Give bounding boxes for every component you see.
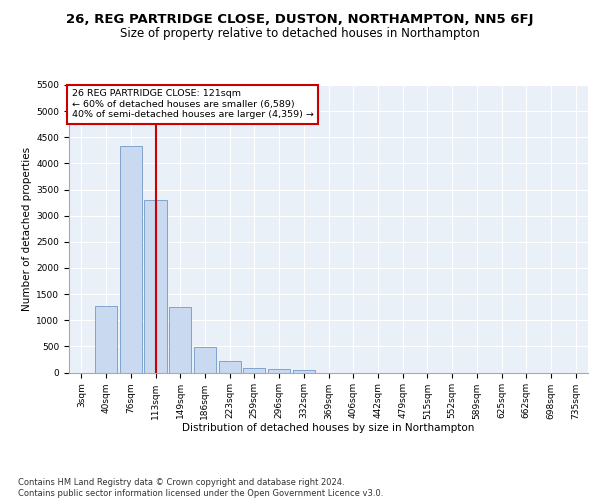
Y-axis label: Number of detached properties: Number of detached properties: [22, 146, 32, 311]
Text: 26, REG PARTRIDGE CLOSE, DUSTON, NORTHAMPTON, NN5 6FJ: 26, REG PARTRIDGE CLOSE, DUSTON, NORTHAM…: [66, 12, 534, 26]
Bar: [243, 368, 265, 372]
Bar: [119, 146, 142, 372]
Text: Size of property relative to detached houses in Northampton: Size of property relative to detached ho…: [120, 28, 480, 40]
Bar: [169, 306, 191, 372]
X-axis label: Distribution of detached houses by size in Northampton: Distribution of detached houses by size …: [182, 423, 475, 433]
Bar: [268, 369, 290, 372]
Bar: [145, 200, 167, 372]
Bar: [194, 347, 216, 372]
Bar: [218, 362, 241, 372]
Text: 26 REG PARTRIDGE CLOSE: 121sqm
← 60% of detached houses are smaller (6,589)
40% : 26 REG PARTRIDGE CLOSE: 121sqm ← 60% of …: [71, 90, 313, 119]
Bar: [293, 370, 315, 372]
Bar: [95, 306, 117, 372]
Text: Contains HM Land Registry data © Crown copyright and database right 2024.
Contai: Contains HM Land Registry data © Crown c…: [18, 478, 383, 498]
